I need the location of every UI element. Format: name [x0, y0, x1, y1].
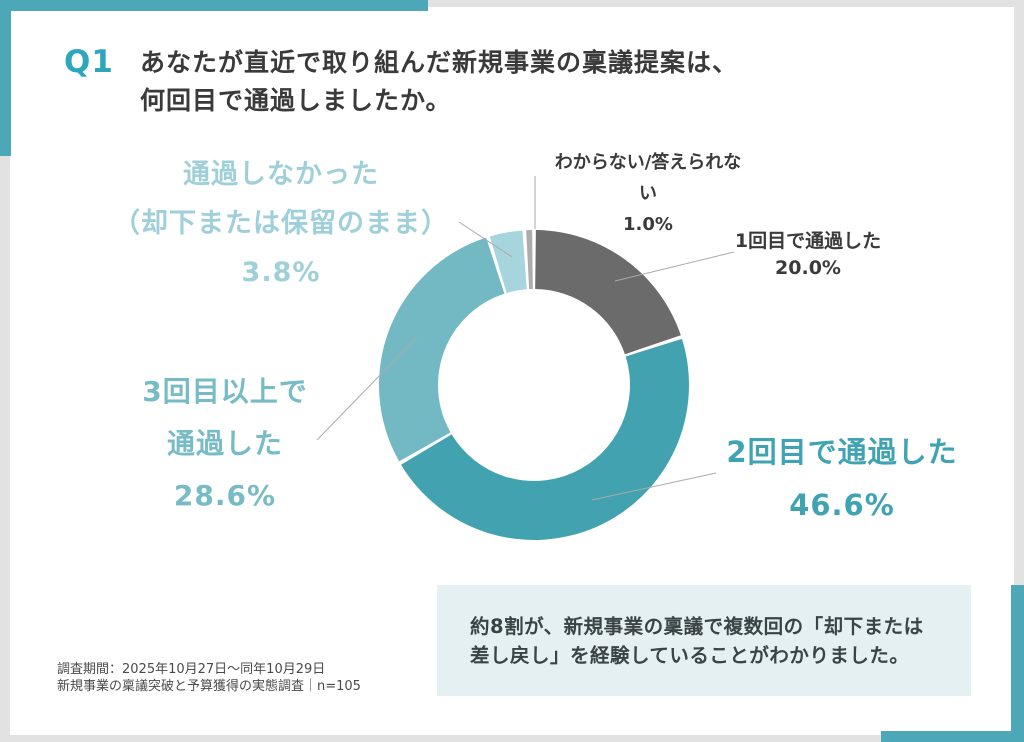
donut-slice-3 [489, 230, 527, 293]
leader-line-not-passed [458, 221, 513, 258]
ornament-right-bar [1011, 585, 1024, 742]
callout-unknown-value: 1.0% [623, 214, 673, 235]
leader-line-first [614, 251, 735, 282]
survey-period: 調査期間：2025年10月27日〜同年10月29日 [57, 662, 326, 677]
callout-first-time: 1回目で通過した 20.0% [708, 228, 908, 282]
survey-meta: 調査期間：2025年10月27日〜同年10月29日 新規事業の稟議突破と予算獲得… [57, 661, 361, 695]
callout-not-passed-line2: （却下または保留のまま） [113, 208, 449, 239]
callout-third-time: 3回目以上で 通過した 28.6% [75, 366, 375, 522]
question-title: あなたが直近で取り組んだ新規事業の稟議提案は、 何回目で通過しましたか。 [140, 44, 738, 120]
question-number: Q1 [64, 44, 114, 80]
callout-not-passed-value: 3.8% [241, 257, 321, 288]
callout-unknown-line1: わからない/答えられない [554, 152, 742, 204]
donut-slice-0 [535, 230, 681, 355]
callout-first-time-value: 20.0% [775, 257, 841, 279]
callout-second-time: 2回目で通過した 46.6% [692, 426, 992, 532]
leader-lines [316, 176, 735, 501]
donut-slices [379, 230, 689, 540]
callout-third-time-value: 28.6% [173, 479, 277, 512]
ornament-left-bar [0, 0, 11, 156]
callout-third-time-line1: 3回目以上で [142, 375, 308, 408]
question-title-line2: 何回目で通過しましたか。 [140, 86, 452, 115]
callout-not-passed-line1: 通過しなかった [183, 159, 379, 190]
callout-second-time-line1: 2回目で通過した [726, 435, 958, 469]
ornament-top-bar [0, 0, 428, 11]
callout-not-passed: 通過しなかった （却下または保留のまま） 3.8% [81, 150, 481, 297]
question-title-line1: あなたが直近で取り組んだ新規事業の稟議提案は、 [140, 48, 739, 77]
leader-line-second [591, 472, 717, 501]
insight-note-line1: 約8割が、新規事業の稟議で複数回の「却下または [470, 615, 924, 638]
callout-unknown: わからない/答えられない 1.0% [547, 147, 749, 240]
insight-note-text: 約8割が、新規事業の稟議で複数回の「却下または 差し戻し」を経験していることがわ… [470, 612, 924, 670]
donut-slice-1 [401, 338, 689, 540]
insight-note-line2: 差し戻し」を経験していることがわかりました。 [470, 644, 910, 667]
ornament-bottom-bar [881, 731, 1024, 742]
survey-name-sample: 新規事業の稟議突破と予算獲得の実態調査｜n=105 [57, 679, 361, 694]
leader-line-third [316, 336, 418, 441]
donut-slice-4 [526, 230, 533, 290]
callout-second-time-value: 46.6% [789, 488, 895, 522]
callout-first-time-line1: 1回目で通過した [734, 230, 882, 252]
insight-note-box: 約8割が、新規事業の稟議で複数回の「却下または 差し戻し」を経験していることがわ… [437, 585, 971, 696]
donut-slice-2 [379, 237, 505, 462]
callout-third-time-line2: 通過した [166, 427, 283, 460]
